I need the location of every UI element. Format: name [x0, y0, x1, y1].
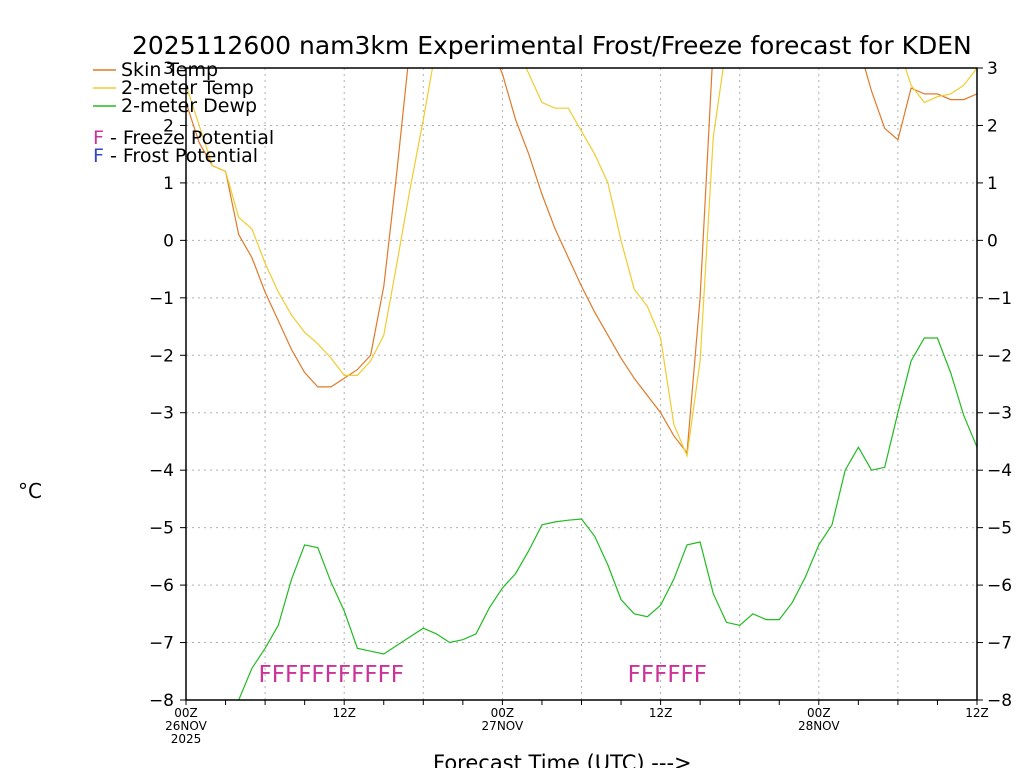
y-tick-label-left: −8	[149, 691, 174, 711]
series-lines	[186, 68, 977, 700]
y-tick-label-left: −1	[149, 289, 174, 309]
x-tick-label: 26NOV	[165, 719, 207, 733]
y-tick-label-left: 3	[163, 59, 174, 79]
legend-entry: 2-meter Dewp	[121, 95, 257, 117]
y-tick-label-left: −5	[149, 519, 174, 539]
y-tick-label-right: 0	[987, 231, 998, 251]
x-tick-label: 12Z	[649, 706, 673, 720]
legend-note: F - Freeze Potential	[93, 127, 274, 149]
y-tick-label-left: −4	[149, 461, 174, 481]
y-axis-unit-label: °C	[18, 479, 42, 503]
y-tick-label-left: −6	[149, 576, 174, 596]
y-tick-label-right: −4	[987, 461, 1012, 481]
axis-ticks: −8 −8 −7 −7 −6 −6 −5 −5 −4 −4 −3 −3 −2 −2 −1 −1 0 0 1 1 2 2 3 3…	[149, 59, 1012, 746]
y-tick-label-right: −6	[987, 576, 1012, 596]
x-tick-label: 00Z	[174, 706, 198, 720]
x-tick-label: 28NOV	[798, 719, 840, 733]
x-tick-label: 00Z	[491, 706, 515, 720]
y-tick-label-left: 0	[163, 231, 174, 251]
x-tick-label: 27NOV	[482, 719, 524, 733]
x-tick-label: 12Z	[965, 706, 989, 720]
series-line	[186, 68, 977, 455]
y-tick-label-left: −7	[149, 634, 174, 654]
y-tick-label-right: −5	[987, 519, 1012, 539]
y-tick-label-left: 2	[163, 116, 174, 136]
freeze-flag-run: FFFFFFFFFFF	[259, 662, 405, 688]
series-line	[238, 337, 977, 700]
y-tick-label-left: 1	[163, 174, 174, 194]
y-tick-label-right: 3	[987, 59, 998, 79]
y-tick-label-left: −2	[149, 346, 174, 366]
chart-title: 2025112600 nam3km Experimental Frost/Fre…	[132, 31, 972, 60]
x-axis-label: Forecast Time (UTC) --->	[433, 751, 692, 768]
x-tick-label: 2025	[171, 732, 202, 746]
legend-entry: Skin Temp	[121, 59, 218, 81]
freeze-flag-run: FFFFFF	[628, 662, 707, 688]
y-tick-label-right: −7	[987, 634, 1012, 654]
series-line	[186, 68, 977, 459]
y-tick-label-right: 2	[987, 116, 998, 136]
y-tick-label-right: −1	[987, 289, 1012, 309]
legend-entry: 2-meter Temp	[121, 77, 254, 99]
plot-frame	[185, 67, 978, 701]
y-tick-label-right: −2	[987, 346, 1012, 366]
legend-note: F - Frost Potential	[93, 145, 258, 167]
y-tick-label-left: −3	[149, 404, 174, 424]
y-tick-label-right: 1	[987, 174, 998, 194]
x-tick-label: 12Z	[332, 706, 356, 720]
y-tick-label-right: −3	[987, 404, 1012, 424]
x-tick-label: 00Z	[807, 706, 831, 720]
y-tick-label-right: −8	[987, 691, 1012, 711]
freeze-flags: FFFFFFFFFFF FFFFFF	[259, 662, 708, 688]
grid-lines	[186, 68, 977, 700]
